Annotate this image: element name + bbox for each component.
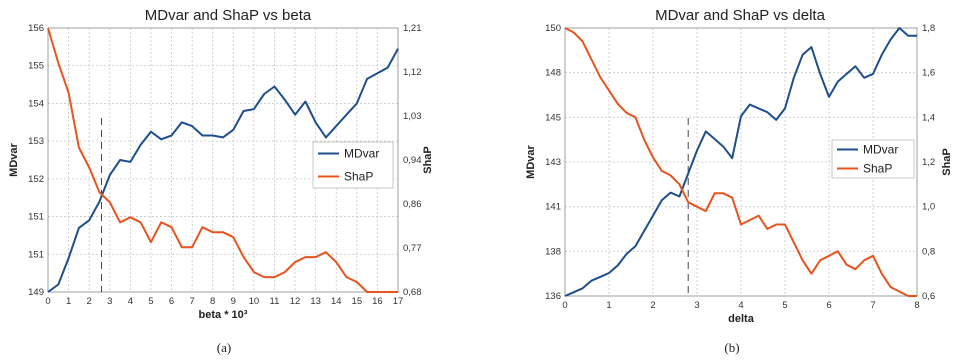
a-y2tick-label: 0,86 xyxy=(403,199,422,210)
b-y2tick-label: 1,8 xyxy=(922,23,935,34)
b-y2tick-label: 0,8 xyxy=(922,246,935,257)
b-chart-title: MDvar and ShaP vs delta xyxy=(655,7,825,24)
a-xtick-label: 13 xyxy=(310,296,321,307)
b-legend-label-shap: ShaP xyxy=(863,162,892,176)
b-y-axis-label: MDvar xyxy=(525,144,537,178)
b-xtick-label: 5 xyxy=(782,300,787,311)
a-y2tick-label: 1,12 xyxy=(403,67,422,78)
a-xtick-label: 10 xyxy=(249,296,260,307)
a-ytick-label: 155 xyxy=(28,61,44,72)
a-ytick-label: 154 xyxy=(28,98,44,109)
a-y2tick-label: 0,77 xyxy=(403,243,422,254)
a-ytick-label: 151 xyxy=(28,212,44,223)
a-xtick-label: 17 xyxy=(393,296,404,307)
a-chart-title: MDvar and ShaP vs beta xyxy=(145,7,312,24)
a-y2tick-label: 0,94 xyxy=(403,155,422,166)
a-xtick-label: 5 xyxy=(148,296,153,307)
b-ytick-label: 136 xyxy=(545,291,561,302)
a-ytick-label: 151 xyxy=(28,249,44,260)
a-legend-label-mdvar: MDvar xyxy=(344,147,379,161)
a-ytick-label: 149 xyxy=(28,287,44,298)
b-xtick-label: 6 xyxy=(826,300,831,311)
b-y2tick-label: 1,0 xyxy=(922,202,935,213)
b-legend-label-mdvar: MDvar xyxy=(863,143,898,157)
a-ytick-label: 152 xyxy=(28,174,44,185)
b-ytick-label: 143 xyxy=(545,157,561,168)
b-ytick-label: 145 xyxy=(545,112,561,123)
a-xtick-label: 4 xyxy=(128,296,133,307)
b-xtick-label: 1 xyxy=(606,300,611,311)
b-xtick-label: 7 xyxy=(870,300,875,311)
a-xtick-label: 8 xyxy=(210,296,215,307)
a-xtick-label: 3 xyxy=(107,296,112,307)
b-ytick-label: 138 xyxy=(545,246,561,257)
b-x-axis-label: delta xyxy=(728,313,755,325)
b-y2tick-label: 0,6 xyxy=(922,291,935,302)
b-xtick-label: 3 xyxy=(694,300,699,311)
b-y2tick-label: 1,2 xyxy=(922,157,935,168)
a-ytick-label: 153 xyxy=(28,136,44,147)
a-xtick-label: 11 xyxy=(270,296,280,307)
a-xtick-label: 12 xyxy=(290,296,301,307)
a-y2tick-label: 1,03 xyxy=(403,111,422,122)
b-xtick-label: 2 xyxy=(650,300,655,311)
a-xtick-label: 6 xyxy=(169,296,174,307)
b-ytick-label: 141 xyxy=(545,202,561,213)
b-xtick-label: 0 xyxy=(562,300,567,311)
b-legend: MDvar ShaP xyxy=(832,140,914,178)
a-xtick-label: 16 xyxy=(372,296,383,307)
a-xtick-label: 0 xyxy=(45,296,50,307)
a-x-axis-label: beta * 10³ xyxy=(199,309,248,321)
a-legend-label-shap: ShaP xyxy=(344,170,373,184)
a-y-axis-label: MDvar xyxy=(8,142,20,176)
b-xtick-label: 4 xyxy=(738,300,743,311)
b-y2tick-label: 1,4 xyxy=(922,112,935,123)
a-xtick-label: 9 xyxy=(231,296,236,307)
b-xtick-label: 8 xyxy=(914,300,919,311)
a-y2tick-label: 0,68 xyxy=(403,287,422,298)
caption-b: (b) xyxy=(724,340,739,355)
a-ytick-label: 156 xyxy=(28,23,44,34)
a-legend: MDvar ShaP xyxy=(313,142,393,188)
a-xtick-label: 15 xyxy=(352,296,363,307)
a-y2-axis-label: ShaP xyxy=(422,146,434,174)
caption-a: (a) xyxy=(217,340,231,355)
b-y2tick-label: 1,6 xyxy=(922,68,935,79)
b-y2-axis-label: ShaP xyxy=(941,148,953,176)
b-ytick-label: 150 xyxy=(545,23,561,34)
a-xtick-label: 1 xyxy=(66,296,71,307)
a-y2tick-label: 1,21 xyxy=(403,23,422,34)
a-xtick-label: 14 xyxy=(331,296,342,307)
b-ytick-label: 148 xyxy=(545,68,561,79)
a-xtick-label: 7 xyxy=(189,296,194,307)
chart-b-group: MDvar and ShaP vs delta 0 1 2 3 4 5 6 7 8 136 138 14… xyxy=(525,7,953,325)
a-xtick-label: 2 xyxy=(87,296,92,307)
